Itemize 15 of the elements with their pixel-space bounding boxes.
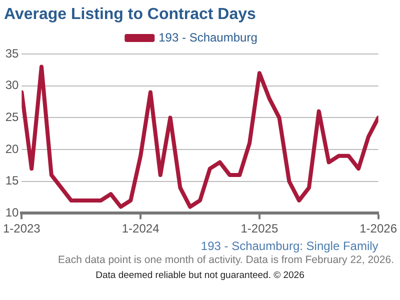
x-tick-label: 1-2023 (2, 222, 41, 236)
y-tick-label: 20 (5, 142, 19, 156)
y-tick-label: 30 (5, 78, 19, 92)
y-tick-label: 25 (5, 110, 19, 124)
chart-title: Average Listing to Contract Days (3, 5, 257, 25)
x-tick-label: 1-2024 (122, 222, 160, 236)
legend-label: 193 - Schaumburg (158, 30, 258, 44)
y-tick-label: 10 (5, 206, 19, 220)
x-axis-title: 193 - Schaumburg: Single Family (200, 239, 378, 254)
y-tick-label: 35 (5, 46, 19, 60)
text: Each data point is one month of activity. Data is from February 22, 2026. (57, 254, 395, 266)
text: Data deemed reliable but not guaranteed. © 2026 (94, 270, 306, 281)
x-tick-label: 1-2026 (360, 222, 398, 236)
y-tick-label: 15 (5, 174, 19, 188)
x-tick-label: 1-2025 (240, 222, 278, 236)
